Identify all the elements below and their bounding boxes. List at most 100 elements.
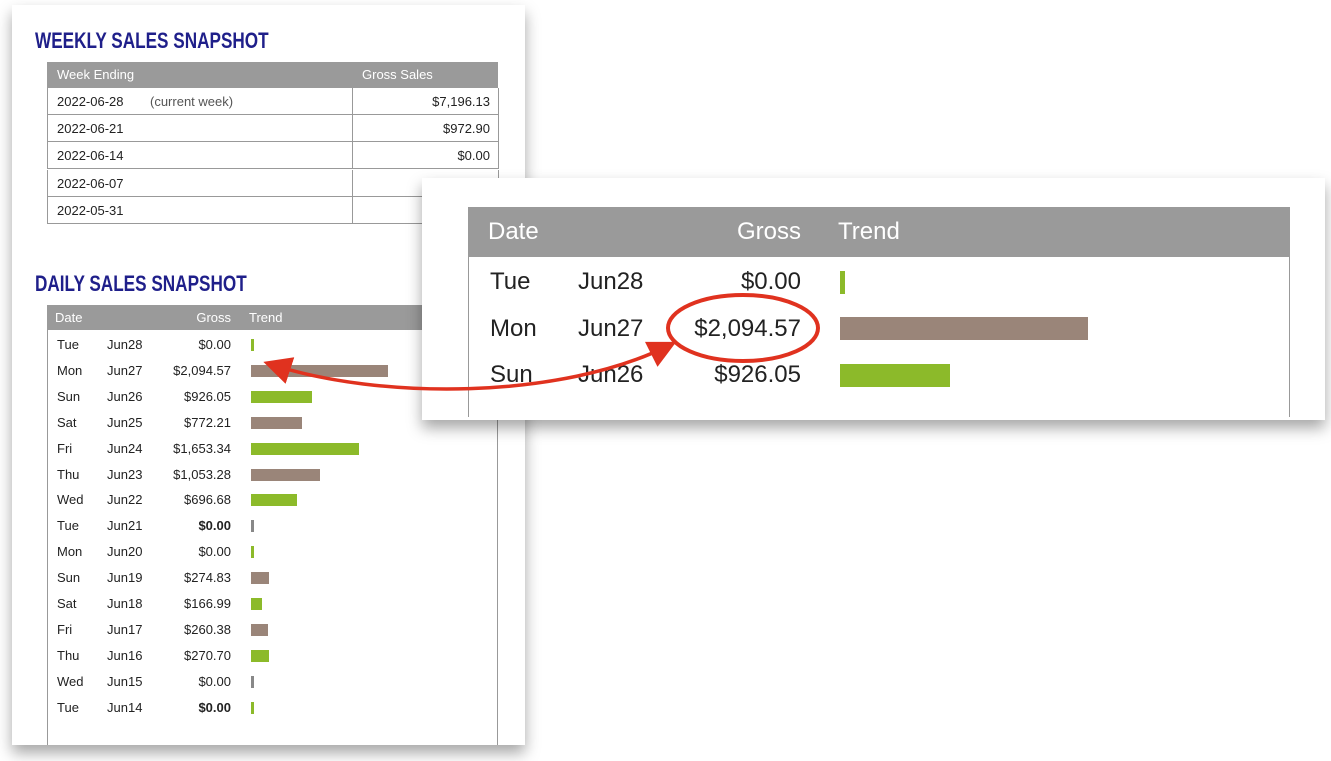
gross-cell: $696.68 bbox=[184, 492, 231, 508]
header-cell: Date bbox=[55, 310, 83, 325]
gross-cell: $7,196.13 bbox=[432, 94, 490, 109]
trend-bar bbox=[251, 598, 262, 610]
gross-cell: $274.83 bbox=[184, 570, 231, 586]
trend-bar bbox=[251, 442, 360, 455]
day-cell: Sun bbox=[57, 570, 81, 586]
week-cell: 2022-06-07 bbox=[57, 175, 124, 191]
cell-divider bbox=[352, 169, 353, 197]
trend-bar bbox=[251, 494, 297, 507]
gross-cell: $0.00 bbox=[198, 518, 231, 534]
cell-divider bbox=[352, 142, 353, 170]
cell-divider bbox=[352, 88, 353, 115]
day-cell: Tue bbox=[57, 699, 79, 715]
trend-bar bbox=[251, 572, 269, 585]
week-cell: 2022-06-28 bbox=[57, 94, 124, 109]
gross-cell: $0.00 bbox=[740, 268, 801, 295]
trend-bar bbox=[251, 546, 254, 559]
gross-cell: $166.99 bbox=[184, 596, 231, 611]
table-row bbox=[47, 142, 499, 170]
cell-divider bbox=[352, 196, 353, 224]
date-cell: Jun15 bbox=[107, 673, 143, 689]
weekly-title: WEEKLY SALES SNAPSHOT bbox=[35, 28, 269, 53]
day-cell: Tue bbox=[490, 268, 531, 295]
gross-cell: $2,094.57 bbox=[173, 362, 231, 378]
trend-bar bbox=[840, 317, 1088, 340]
day-cell: Mon bbox=[57, 362, 83, 378]
header-cell: Trend bbox=[249, 310, 283, 325]
trend-bar bbox=[251, 623, 269, 636]
gross-cell: $0.00 bbox=[198, 337, 231, 352]
date-cell: Jun25 bbox=[107, 414, 143, 430]
arrow bbox=[263, 341, 677, 391]
date-cell: Jun22 bbox=[107, 492, 143, 508]
date-cell: Jun16 bbox=[107, 647, 143, 663]
week-cell: 2022-06-21 bbox=[57, 121, 124, 137]
date-cell: Jun27 bbox=[107, 362, 143, 378]
header-cell: Week Ending bbox=[57, 67, 135, 82]
trend-bar bbox=[251, 468, 320, 481]
day-cell: Tue bbox=[57, 518, 79, 534]
day-cell: Fri bbox=[57, 440, 73, 456]
header-cell: Gross Sales bbox=[362, 67, 433, 82]
date-cell: Jun21 bbox=[107, 518, 143, 534]
header-cell: Gross bbox=[196, 310, 231, 325]
date-cell: Jun14 bbox=[107, 699, 143, 715]
date-cell: Jun18 bbox=[107, 596, 143, 611]
table-header bbox=[468, 207, 1290, 257]
trend-bar bbox=[251, 520, 254, 533]
date-cell: Jun20 bbox=[107, 544, 143, 560]
trend-bar bbox=[251, 390, 312, 403]
table-row bbox=[47, 88, 499, 115]
gross-cell: $0.00 bbox=[198, 699, 231, 715]
table-border bbox=[47, 330, 498, 745]
daily-title: DAILY SALES SNAPSHOT bbox=[35, 271, 247, 296]
gross-cell: $926.05 bbox=[184, 388, 231, 404]
week-cell: 2022-05-31 bbox=[57, 202, 124, 218]
gross-cell: $0.00 bbox=[457, 148, 490, 164]
date-cell: Jun24 bbox=[107, 440, 143, 456]
gross-cell: $0.00 bbox=[198, 544, 231, 560]
day-cell: Thu bbox=[57, 466, 80, 482]
table-row bbox=[47, 115, 499, 143]
trend-bar bbox=[251, 701, 254, 714]
date-cell: Jun26 bbox=[107, 388, 143, 404]
day-cell: Sun bbox=[57, 388, 81, 404]
gross-cell: $972.90 bbox=[443, 121, 490, 137]
gross-cell: $260.38 bbox=[184, 621, 231, 637]
day-cell: Mon bbox=[57, 544, 83, 560]
day-cell: Sat bbox=[57, 414, 77, 430]
cell-divider bbox=[352, 115, 353, 143]
header-cell: Date bbox=[488, 218, 539, 245]
gross-cell: $1,653.34 bbox=[173, 440, 231, 456]
date-cell: Jun19 bbox=[107, 570, 143, 586]
date-cell: Jun27 bbox=[578, 314, 644, 342]
gross-cell: $0.00 bbox=[198, 673, 231, 689]
week-note: (current week) bbox=[150, 94, 234, 109]
day-cell: Wed bbox=[57, 492, 84, 508]
gross-cell: $926.05 bbox=[714, 361, 801, 388]
trend-bar bbox=[251, 675, 254, 688]
day-cell: Mon bbox=[490, 314, 537, 342]
trend-bar bbox=[840, 363, 950, 387]
day-cell: Fri bbox=[57, 621, 73, 637]
date-cell: Jun23 bbox=[107, 466, 143, 482]
table-header bbox=[47, 62, 498, 88]
gross-cell: $270.70 bbox=[184, 647, 231, 663]
trend-bar bbox=[251, 649, 269, 662]
date-cell: Jun28 bbox=[107, 337, 143, 352]
week-cell: 2022-06-14 bbox=[57, 148, 124, 164]
header-cell: Gross bbox=[736, 218, 801, 245]
trend-bar bbox=[251, 416, 302, 429]
date-cell: Jun17 bbox=[107, 621, 143, 637]
trend-bar bbox=[840, 270, 845, 294]
highlight-circle bbox=[666, 293, 820, 363]
header-cell: Trend bbox=[838, 218, 900, 245]
date-cell: Jun28 bbox=[578, 268, 644, 295]
day-cell: Sat bbox=[57, 596, 77, 611]
table-border bbox=[468, 257, 1290, 417]
trend-bar bbox=[251, 339, 254, 351]
day-cell: Wed bbox=[57, 673, 84, 689]
day-cell: Tue bbox=[57, 337, 79, 352]
